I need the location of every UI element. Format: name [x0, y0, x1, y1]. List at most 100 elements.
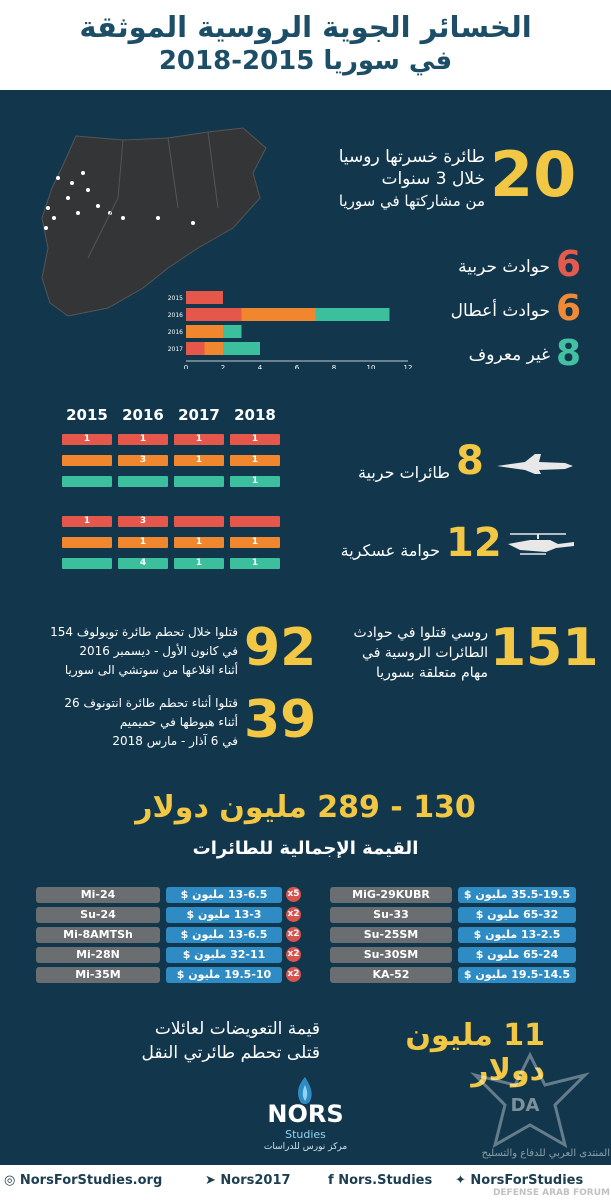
helicopters-cell: 1: [118, 537, 168, 548]
footer-bar: [0, 1165, 611, 1200]
aircraft-count-badge: x2: [286, 927, 301, 942]
chart-x-tick-label: 6: [295, 364, 300, 369]
syria-map-icon: [41, 127, 267, 317]
chart-x-tick-label: 10: [367, 364, 376, 369]
year-label: 2017: [178, 406, 220, 424]
chart-category-label: 2017: [168, 346, 183, 353]
fighters-label: طائرات حربية: [357, 463, 450, 482]
casualties-151-text-2: الطائرات الروسية في: [362, 645, 488, 661]
watermark-letters: DA: [510, 1095, 540, 1116]
logo-name: NORS: [267, 1100, 344, 1128]
casualties-151-text-3: مهام متعلقة بسوريا: [375, 665, 488, 681]
chart-bar-segment: [186, 342, 205, 355]
fighters-cell: 1: [230, 434, 280, 445]
aircraft-name: KA-52: [330, 967, 452, 983]
aircraft-name: MiG-29KUBR: [330, 887, 452, 903]
year-label: 2018: [234, 406, 276, 424]
chart-x-tick-label: 4: [258, 364, 263, 369]
chart-category-label: 2016: [168, 312, 183, 319]
chart-x-tick-label: 0: [184, 364, 188, 369]
fighters-cell: [62, 476, 112, 487]
aircraft-price: 13-3 مليون $: [166, 907, 282, 923]
compensation-text-1: قيمة التعويضات لعائلات: [154, 1019, 320, 1039]
helicopters-cell: 4: [118, 558, 168, 569]
unknown-number: 8: [556, 333, 582, 374]
fighters-cell: [62, 455, 112, 466]
total-text-2: خلال 3 سنوات: [381, 169, 485, 189]
aircraft-name: Mi-24: [36, 887, 160, 903]
fault-number: 6: [556, 288, 582, 329]
total-text-3: من مشاركتها في سوريا: [338, 192, 485, 210]
chart-bar-segment: [186, 291, 223, 304]
aircraft-count-badge: x2: [286, 947, 301, 962]
casualties-39-text-3: في 6 آذار - مارس 2018: [112, 734, 238, 748]
aircraft-price: 13-2.5 مليون $: [458, 927, 576, 943]
globe-icon: ◎: [4, 1173, 20, 1188]
footer-facebook-text: Nors.Studies: [338, 1173, 433, 1188]
helicopters-cell: [62, 558, 112, 569]
unknown-text: غير معروف: [468, 345, 550, 365]
helicopters-cell: 1: [230, 558, 280, 569]
casualties-39-text-2: أثناء هبوطها في حميميم: [119, 715, 238, 729]
helicopters-cell: [230, 516, 280, 527]
chart-category-label: 2016: [168, 329, 183, 336]
logo-arabic: مركز نورس للدراسات: [263, 1142, 348, 1152]
aircraft-price: 13-6.5 مليون $: [166, 927, 282, 943]
aircraft-name: Su-33: [330, 907, 452, 923]
total-value-range: 130 - 289 مليون دولار: [135, 790, 476, 825]
chart-bar-segment: [223, 342, 260, 355]
chart-x-tick-label: 2: [221, 364, 225, 369]
total-value-label: القيمة الإجمالية للطائرات: [192, 838, 419, 859]
aircraft-name: Su-25SM: [330, 927, 452, 943]
aircraft-price: 19.5-14.5 مليون $: [458, 967, 576, 983]
fighters-cell: 1: [230, 476, 280, 487]
yearly-losses-chart: 2015 2016 2016 2017 0 2 4 6 8 10 12: [168, 291, 412, 369]
defense-arab-forum-watermark-icon: [470, 1051, 590, 1149]
aircraft-name: Su-24: [36, 907, 160, 923]
compensation-amount: 11 مليون دولار: [405, 1018, 545, 1088]
aircraft-count-badge: x2: [286, 967, 301, 982]
aircraft-price: 32-11 مليون $: [166, 947, 282, 963]
aircraft-price: 65-24 مليون $: [458, 947, 576, 963]
helicopters-cell: 1: [174, 537, 224, 548]
footer-telegram-link[interactable]: ➤ Nors2017: [205, 1173, 291, 1188]
fighters-cell: [118, 476, 168, 487]
helicopters-number: 12: [446, 520, 502, 566]
casualties-92-text-1: قتلوا خلال تحطم طائرة توبولوف 154: [50, 625, 238, 639]
aircraft-count-badge: x5: [286, 887, 301, 902]
combat-text: حوادث حربية: [458, 257, 550, 277]
footer-facebook-link[interactable]: f Nors.Studies: [328, 1173, 432, 1188]
helicopters-cell: 1: [62, 516, 112, 527]
twitter-icon: ✦: [455, 1173, 471, 1188]
footer-site-text: NorsForStudies.org: [19, 1173, 163, 1188]
page-subtitle: في سوريا 2015-2018: [158, 46, 453, 76]
aircraft-name: Mi-28N: [36, 947, 160, 963]
footer-twitter-text: NorsForStudies: [470, 1173, 584, 1188]
year-label: 2015: [66, 406, 108, 424]
fighters-cell: 1: [174, 455, 224, 466]
chart-bar-segment: [315, 308, 390, 321]
chart-bar-segment: [186, 325, 223, 338]
fighters-cell: 1: [62, 434, 112, 445]
chart-bar-segment: [186, 308, 242, 321]
aircraft-price: 35.5-19.5 مليون $: [458, 887, 576, 903]
total-text-1: طائرة خسرتها روسيا: [338, 147, 485, 167]
combat-number: 6: [556, 244, 582, 285]
helicopters-label: حوامة عسكرية: [340, 541, 440, 560]
footer-telegram-text: Nors2017: [220, 1173, 291, 1188]
fighters-cell: [174, 476, 224, 487]
facebook-icon: f: [328, 1173, 339, 1188]
fighters-cell: 1: [118, 434, 168, 445]
header-banner: [0, 0, 611, 90]
helicopters-cell: [174, 516, 224, 527]
casualties-39-number: 39: [244, 690, 317, 750]
fighters-number: 8: [456, 438, 484, 484]
footer-site-link[interactable]: ◎ NorsForStudies.org: [4, 1173, 162, 1188]
footer-twitter-link[interactable]: ✦ NorsForStudies: [455, 1173, 583, 1188]
aircraft-price: 19.5-10 مليون $: [166, 967, 282, 983]
casualties-151-number: 151: [490, 618, 599, 678]
aircraft-name: Mi-8AMTSh: [36, 927, 160, 943]
chart-category-label: 2015: [168, 295, 183, 302]
page-title: الخسائر الجوية الروسية الموثقة: [79, 10, 532, 44]
helicopters-cell: 1: [230, 537, 280, 548]
